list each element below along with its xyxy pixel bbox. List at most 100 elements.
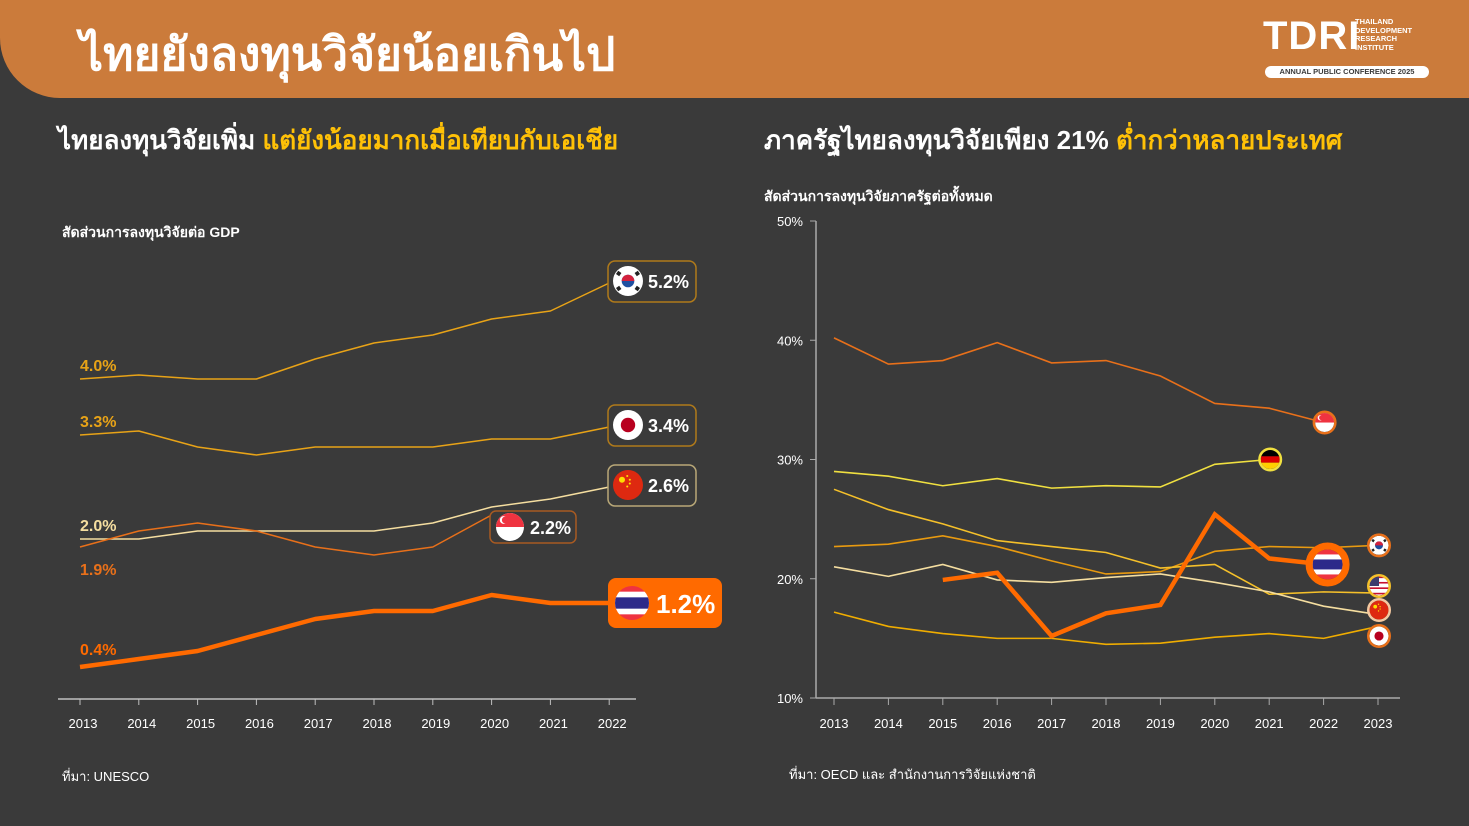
x-tick-label: 2022: [1309, 716, 1338, 731]
left-source: ที่มา: UNESCO: [62, 769, 150, 784]
flag-body: [613, 470, 643, 500]
flag-body: [613, 410, 643, 440]
series-line-japan: [833, 611, 1379, 646]
x-tick-label: 2014: [127, 716, 156, 731]
right-title-main: ภาครัฐไทยลงทุนวิจัยเพียง 21%: [764, 125, 1116, 155]
flag-sg-icon: [1312, 410, 1337, 435]
blue-stripe: [615, 597, 649, 609]
x-tick-label: 2023: [1364, 716, 1393, 731]
flag-de-icon: [1258, 447, 1283, 472]
flag-ring: [1367, 598, 1391, 622]
canton: [1369, 576, 1379, 586]
flag-jp-icon: [1367, 624, 1391, 648]
right-line-chart: 10% 20% 30% 40% 50% 2013 2014 2015 2016 2017 2018 2…: [777, 214, 1400, 731]
trigram: [1371, 548, 1375, 552]
y-tick-label: 10%: [777, 691, 803, 706]
end-value-label: 5.2%: [648, 272, 689, 292]
logo-subtitle: THAILAND DEVELOPMENT RESEARCH INSTITUTE: [1355, 17, 1413, 52]
x-tick-label: 2018: [1092, 716, 1121, 731]
flag-bg: [613, 470, 643, 500]
y-tick-label: 20%: [777, 572, 803, 587]
flag-body: [615, 586, 649, 620]
series-line-singapore: [833, 337, 1324, 424]
trigram: [1371, 538, 1375, 543]
x-tick-label: 2020: [480, 716, 509, 731]
red-stripe: [1369, 592, 1389, 595]
flag-body: [496, 513, 524, 541]
conference-badge: ANNUAL PUBLIC CONFERENCE 2025: [1265, 66, 1429, 78]
logo-line: RESEARCH: [1355, 34, 1398, 43]
sun-disc: [1374, 631, 1384, 641]
left-line-chart: 2013 2014 2015 2016 2017 2018 2019 2020 2021 2022…: [58, 260, 722, 731]
x-tick-label: 2019: [421, 716, 450, 731]
end-value-label: 2.2%: [530, 518, 571, 538]
x-tick-label: 2017: [1037, 716, 1066, 731]
flag-kr-icon: [613, 266, 643, 296]
flag-th-icon: [615, 586, 649, 620]
start-value-label: 4.0%: [80, 358, 116, 375]
flag-body: [613, 266, 643, 296]
red-stripe: [1260, 456, 1280, 463]
crescent-cut: [501, 516, 509, 524]
start-value-label: 0.4%: [80, 642, 116, 659]
x-tick-label: 2022: [598, 716, 627, 731]
small-star: [1377, 603, 1380, 605]
right-y-axis-label: สัดส่วนการลงทุนวิจัยภาครัฐต่อทั้งหมด: [764, 188, 993, 204]
flag-us-icon: [1367, 574, 1391, 598]
black-stripe: [1260, 450, 1280, 457]
trigram: [615, 285, 622, 292]
x-tick-label: 2020: [1200, 716, 1229, 731]
series-line-singapore: [79, 514, 492, 556]
trigram: [634, 285, 641, 292]
flag-ring: [1367, 624, 1391, 648]
series-line-china: [833, 563, 1379, 616]
logo-wordmark: TDRI: [1263, 14, 1361, 58]
flag-body: [1369, 600, 1389, 620]
red-stripe: [1369, 587, 1389, 589]
taeguk-red: [621, 274, 635, 281]
small-star: [626, 485, 629, 488]
x-tick-label: 2014: [874, 716, 903, 731]
y-tick-label: 50%: [777, 214, 803, 229]
start-value-label: 3.3%: [80, 414, 116, 431]
series-line-china: [80, 486, 610, 540]
small-star: [628, 482, 631, 485]
left-title-main: ไทยลงทุนวิจัยเพิ่ม: [58, 125, 263, 155]
right-chart-title: ภาครัฐไทยลงทุนวิจัยเพียง 21% ต่ำกว่าหลาย…: [764, 120, 1342, 161]
taeguk-red: [1375, 541, 1383, 546]
logo-line: THAILAND: [1355, 17, 1394, 26]
small-star: [628, 478, 631, 481]
right-source: ที่มา: OECD และ สำนักงานการวิจัยแห่งชาติ: [789, 767, 1036, 782]
logo-line: DEVELOPMENT: [1355, 25, 1413, 35]
crescent-cut: [1319, 415, 1324, 421]
series-line-japan: [79, 426, 610, 456]
page-title: ไทยยังลงทุนวิจัยน้อยเกินไป: [80, 28, 616, 80]
flag-sg-icon: [496, 513, 524, 541]
blue-stripe: [1312, 559, 1343, 570]
x-tick-label: 2019: [1146, 716, 1175, 731]
trigram: [634, 270, 641, 277]
trigram: [615, 270, 622, 277]
flag-kr-icon: [1367, 533, 1391, 558]
left-title-highlight: แต่ยังน้อยมากเมื่อเทียบกับเอเชีย: [262, 125, 619, 155]
flag-jp-icon: [613, 410, 643, 440]
left-chart-title: ไทยลงทุนวิจัยเพิ่ม แต่ยังน้อยมากเมื่อเที…: [58, 120, 618, 161]
logo-line: INSTITUTE: [1355, 42, 1394, 52]
end-value-label: 3.4%: [648, 416, 689, 436]
sun-disc: [620, 417, 636, 433]
trigram: [1383, 538, 1387, 543]
small-star: [1377, 610, 1380, 612]
small-star: [1379, 606, 1381, 608]
series-line-germany: [833, 458, 1270, 489]
x-tick-label: 2013: [69, 716, 98, 731]
tdri-logo: TDRI THAILAND DEVELOPMENT RESEARCH INSTI…: [1263, 16, 1433, 80]
x-tick-label: 2013: [820, 716, 849, 731]
flag-body: [1369, 535, 1389, 555]
gold-stripe: [1260, 462, 1280, 469]
flag-cn-icon: [613, 470, 643, 500]
flag-ring: [1312, 410, 1337, 435]
series-line-thailand: [79, 592, 610, 670]
flag-body: [1312, 549, 1343, 580]
flag-body: [1369, 576, 1389, 596]
